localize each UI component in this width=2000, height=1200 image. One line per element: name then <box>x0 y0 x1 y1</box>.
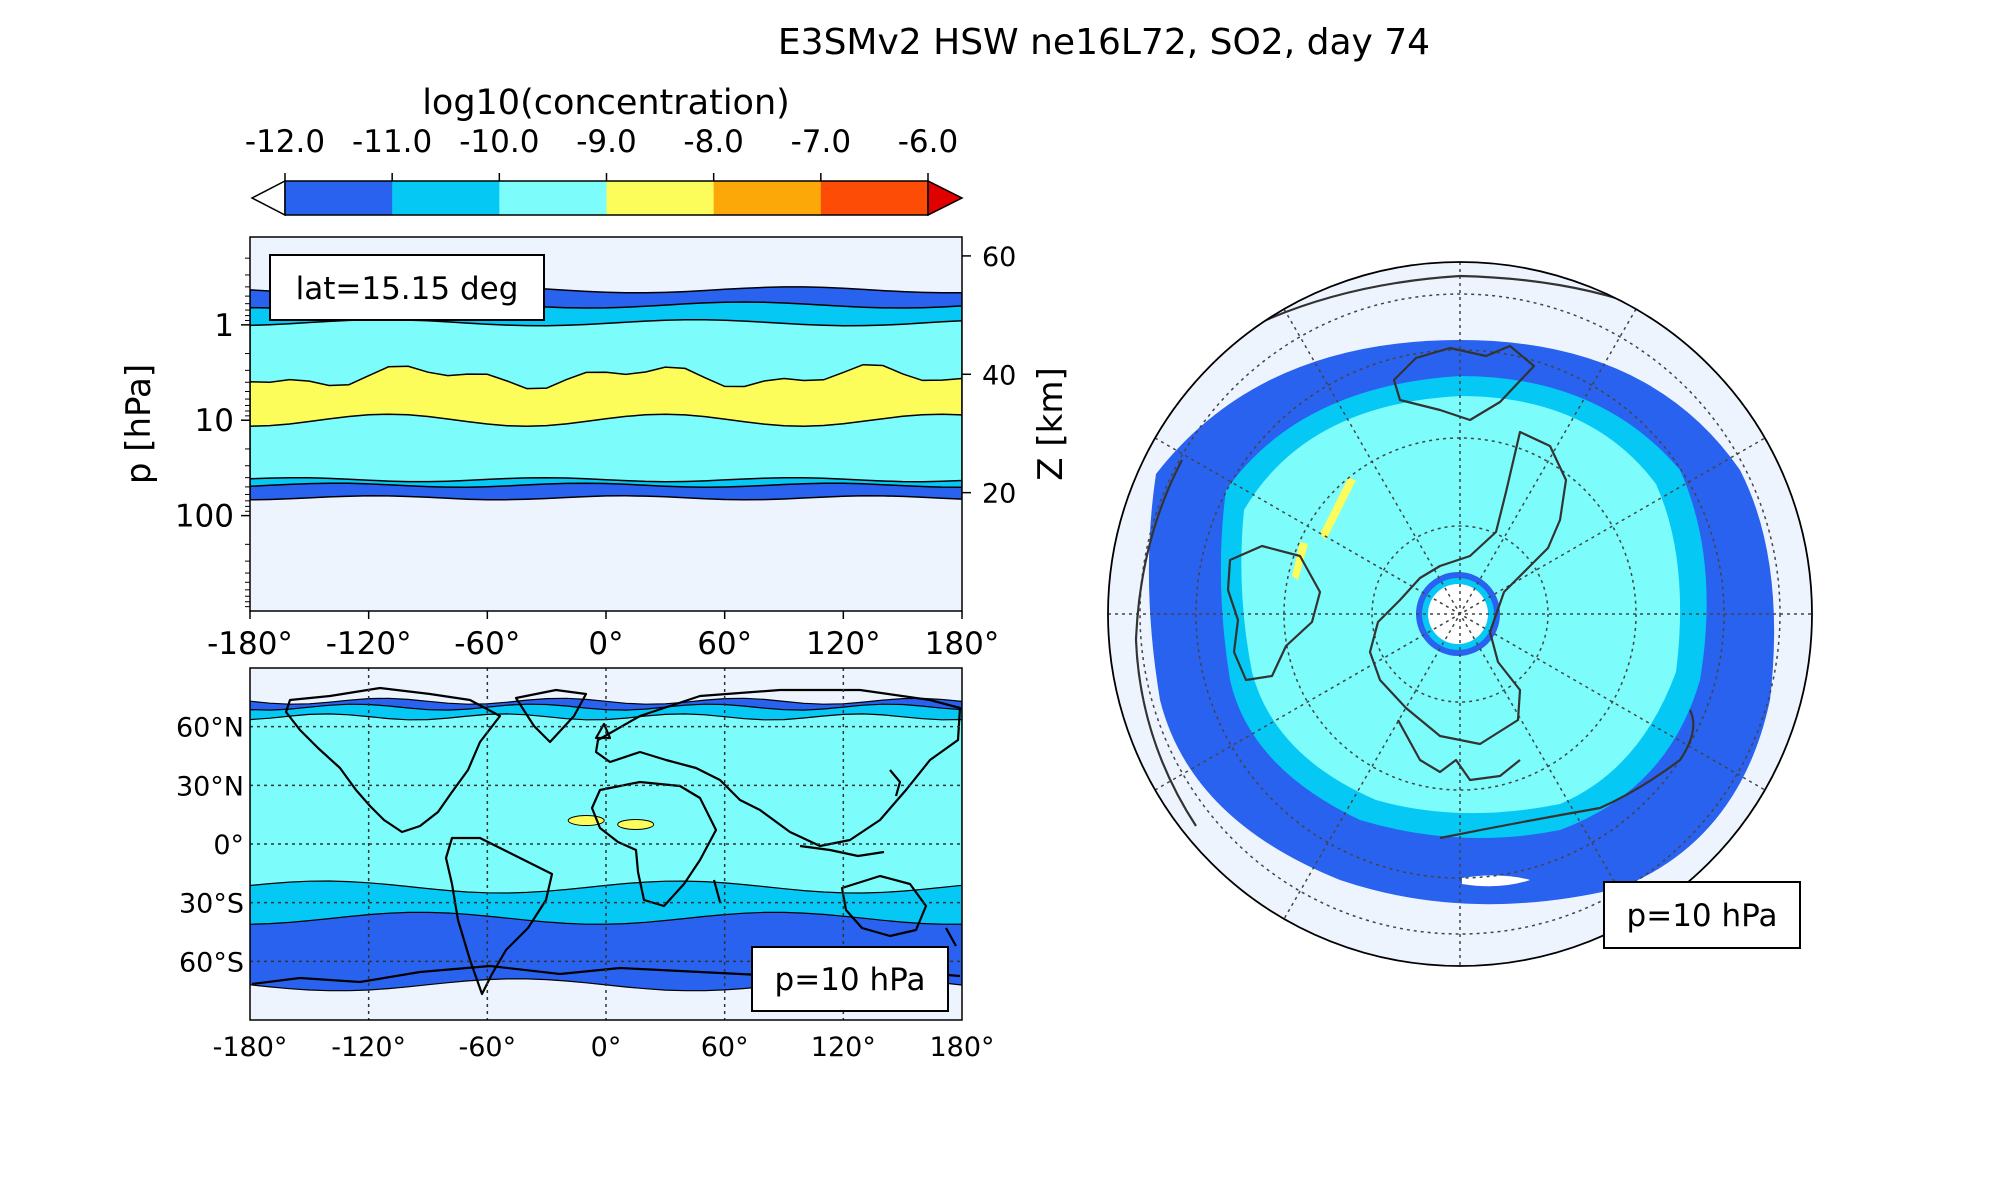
polar-latitude-circle <box>1371 525 1549 703</box>
polar-meridian <box>1283 308 1637 920</box>
map-annotation: p=10 hPa <box>775 962 926 998</box>
cross-section-z-ticks: 60 40 20 <box>962 242 1016 510</box>
map-x-ticks: -180° -120° -60° 0° 60° 120° 180° <box>213 1032 995 1063</box>
map-gridlines <box>250 668 962 1020</box>
map-x-tick-label: 180° <box>929 1032 994 1063</box>
cross-section-contour-fill <box>250 363 962 427</box>
cross-section-z-tick-label: 40 <box>982 360 1016 391</box>
colorbar-tick-label: -12.0 <box>245 124 325 160</box>
polar-coastline-eurasia <box>1368 430 1568 746</box>
coastline-greenland <box>514 688 588 744</box>
coastline-new-zealand <box>945 927 957 947</box>
cross-section-y2label: Z [km] <box>1031 367 1071 480</box>
cross-section-x-tick-label: 120° <box>806 626 881 662</box>
map-x-tick-label: 120° <box>811 1032 876 1063</box>
polar-panel: p=10 hPa <box>1107 261 1813 967</box>
colorbar-over-triangle <box>927 179 964 217</box>
polar-coastlines <box>1134 274 1812 840</box>
colorbar-tick-label: -8.0 <box>683 124 744 160</box>
cross-section-x-ticks: -180° -120° -60° 0° 60° 120° 180° <box>207 611 999 662</box>
cross-section-y-tick-label: 100 <box>175 499 234 535</box>
polar-coastline-greenland <box>1392 344 1536 422</box>
cross-section-x-tick-label: 60° <box>697 626 752 662</box>
polar-patch-yellow-1 <box>1320 478 1356 540</box>
polar-coastline-asia-east <box>1397 719 1521 782</box>
cross-section-y-tick-label: 10 <box>195 403 234 439</box>
polar-annotation-box <box>1603 881 1801 949</box>
cross-section-ylabel: p [hPa] <box>119 364 159 484</box>
cross-section-x-tick-label: 0° <box>588 626 623 662</box>
coastline-africa <box>590 780 718 908</box>
map-y-tick-label: 30°S <box>179 889 244 920</box>
map-annotation-box <box>751 946 949 1012</box>
coastline-south-america <box>444 836 554 996</box>
polar-patch-yellow-2 <box>1292 542 1308 580</box>
map-y-tick-label: 60°S <box>179 947 244 978</box>
colorbar-tick-label: -9.0 <box>576 124 637 160</box>
polar-white-patch <box>1462 875 1530 887</box>
map-x-tick-label: 60° <box>701 1032 749 1063</box>
cross-section-y-ticks: 1 10 100 <box>175 257 250 608</box>
polar-disk-border <box>1107 261 1813 967</box>
colorbar-tick-label: -6.0 <box>898 124 959 160</box>
polar-annotation: p=10 hPa <box>1627 898 1778 934</box>
colorbar-segment <box>606 181 715 215</box>
colorbar-segment <box>713 181 822 215</box>
cross-section-y-tick-label: 1 <box>214 308 234 344</box>
colorbar-segment <box>392 181 500 215</box>
cross-section-annotation: lat=15.15 deg <box>296 271 519 307</box>
cross-section-z-tick-label: 20 <box>982 479 1016 510</box>
polar-coastline-antarctica <box>1439 709 1695 840</box>
coastline-north-america <box>284 686 502 834</box>
map-x-tick-label: 0° <box>591 1032 622 1063</box>
cross-section-x-tick-label: -180° <box>207 626 293 662</box>
cross-section-x-tick-label: -120° <box>326 626 412 662</box>
coastline-madagascar <box>712 879 722 903</box>
cross-section-contours <box>250 286 962 501</box>
map-x-tick-label: -180° <box>213 1032 288 1063</box>
cross-section-x-tick-label: -60° <box>454 626 520 662</box>
cross-section-panel: -180° -120° -60° 0° 60° 120° 180° 1 10 100 60 40 2… <box>119 236 1071 662</box>
colorbar-segment <box>285 181 393 215</box>
colorbar-tick-label: -11.0 <box>352 124 432 160</box>
polar-coastline-americas <box>1226 544 1322 682</box>
map-yellow-patch <box>617 818 655 830</box>
coastline-uk <box>594 722 612 740</box>
cross-section-annotation-box <box>269 254 545 321</box>
map-y-tick-label: 30°N <box>176 771 244 802</box>
colorbar: log10(concentration) -12.0 -11.0 -10.0 -9.0… <box>245 83 964 217</box>
colorbar-ticks: -12.0 -11.0 -10.0 -9.0 -8.0 -7.0 -6.0 <box>245 124 958 181</box>
coastline-australia <box>840 874 928 938</box>
map-y-tick-label: 60°N <box>176 713 244 744</box>
polar-gridlines <box>1108 262 1812 966</box>
coastline-eurasia <box>594 688 962 848</box>
cross-section-z-tick-label: 60 <box>982 242 1016 273</box>
map-x-tick-label: -60° <box>459 1032 517 1063</box>
colorbar-tick-label: -7.0 <box>791 124 852 160</box>
colorbar-under-triangle <box>250 179 286 217</box>
colorbar-segments <box>285 181 929 215</box>
cross-section-x-tick-label: 180° <box>925 626 1000 662</box>
colorbar-tick-label: -10.0 <box>459 124 539 160</box>
map-y-tick-label: 0° <box>213 830 244 861</box>
colorbar-label: log10(concentration) <box>422 83 790 123</box>
figure-title: E3SMv2 HSW ne16L72, SO2, day 74 <box>778 22 1430 63</box>
colorbar-segment <box>820 181 929 215</box>
polar-coastline-outer-ring-2 <box>1134 459 1197 827</box>
coastline-japan <box>889 769 902 797</box>
map-x-tick-label: -120° <box>331 1032 406 1063</box>
polar-contours <box>1148 340 1775 905</box>
map-y-ticks: 60°N 30°N 0° 30°S 60°S <box>176 713 244 979</box>
map-frame <box>249 667 963 1021</box>
map-panel: -180° -120° -60° 0° 60° 120° 180° 60°N 30°N 0° 30… <box>176 667 995 1063</box>
colorbar-segment <box>499 181 607 215</box>
